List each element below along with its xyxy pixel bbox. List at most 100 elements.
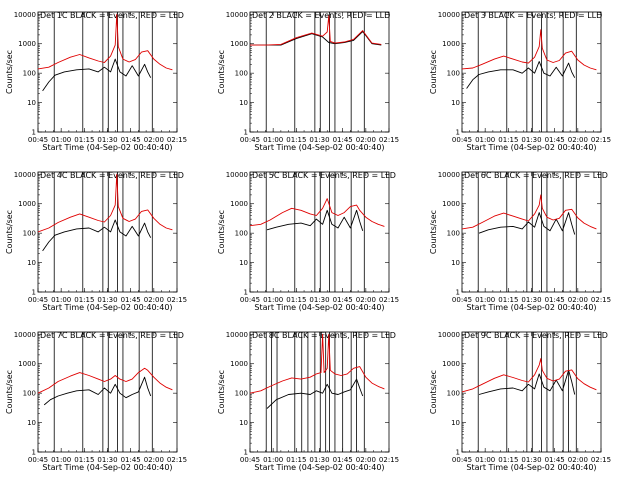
y-tick-label: 10000 (438, 331, 460, 339)
x-tick-label: 02:00 (356, 296, 376, 304)
y-tick-label: 1 (32, 129, 36, 137)
x-tick-label: 01:30 (309, 456, 329, 464)
x-tick-label: 01:00 (51, 136, 71, 144)
panel-title: Det 3 BLACK = Events, RED = LLD (464, 11, 602, 20)
x-tick-label: 01:45 (333, 456, 353, 464)
detector-panel: Det 4C BLACK = Events, RED = LLD 00:45 01:… (5, 171, 187, 312)
y-tick-label: 1000 (18, 360, 36, 368)
panel-title: Det 7C BLACK = Events, RED = LLD (40, 331, 184, 340)
x-axis-label: Start Time (04-Sep-02 00:40:40) (42, 463, 172, 472)
y-tick-label: 1000 (442, 40, 460, 48)
y-axis-label: Counts/sec (429, 210, 438, 254)
lld-series-line (249, 198, 385, 227)
panel-title: Det 1C BLACK = Events, RED = LLD (40, 11, 184, 20)
y-tick-label: 1 (456, 129, 460, 137)
x-tick-label: 01:00 (263, 456, 283, 464)
x-tick-label: 02:15 (379, 136, 399, 144)
plot-frame (37, 171, 178, 293)
y-tick-label: 10 (451, 259, 460, 267)
x-axis-label: Start Time (04-Sep-02 00:40:40) (254, 303, 384, 312)
events-series-line (42, 58, 152, 92)
y-axis-label: Counts/sec (5, 210, 14, 254)
x-tick-label: 01:15 (74, 456, 94, 464)
events-series-line (42, 219, 152, 252)
panel-title: Det 2 BLACK = Events, RED = LLD (252, 11, 390, 20)
y-tick-label: 10 (451, 419, 460, 427)
x-tick-label: 01:00 (475, 456, 495, 464)
x-tick-label: 01:15 (498, 456, 518, 464)
y-tick-label: 1 (244, 449, 248, 457)
y-axis-label: Counts/sec (217, 50, 226, 94)
plot-frame (461, 331, 602, 453)
x-tick-label: 01:00 (475, 136, 495, 144)
x-axis-label: Start Time (04-Sep-02 00:40:40) (254, 463, 384, 472)
x-tick-label: 00:45 (240, 456, 260, 464)
x-tick-label: 01:30 (521, 136, 541, 144)
y-tick-label: 10 (239, 99, 248, 107)
y-tick-label: 100 (23, 230, 36, 238)
x-tick-label: 01:30 (521, 296, 541, 304)
y-axis-label: Counts/sec (429, 50, 438, 94)
y-tick-label: 10 (451, 99, 460, 107)
y-tick-label: 10 (239, 419, 248, 427)
x-tick-label: 01:15 (74, 296, 94, 304)
x-tick-label: 02:00 (144, 296, 164, 304)
x-axis-label: Start Time (04-Sep-02 00:40:40) (466, 143, 596, 152)
y-tick-label: 1 (244, 289, 248, 297)
x-tick-label: 02:15 (167, 136, 187, 144)
panel-title: Det 4C BLACK = Events, RED = LLD (40, 171, 184, 180)
y-tick-label: 10000 (14, 171, 36, 179)
x-tick-label: 02:00 (568, 296, 588, 304)
y-tick-label: 1 (456, 449, 460, 457)
x-tick-label: 02:15 (167, 296, 187, 304)
x-tick-label: 00:45 (240, 136, 260, 144)
x-tick-label: 01:30 (97, 456, 117, 464)
y-tick-label: 1000 (18, 200, 36, 208)
x-tick-label: 01:00 (263, 136, 283, 144)
events-series-line (43, 376, 152, 406)
y-tick-label: 1 (32, 449, 36, 457)
x-tick-label: 00:45 (452, 296, 472, 304)
x-axis-label: Start Time (04-Sep-02 00:40:40) (466, 303, 596, 312)
x-tick-label: 01:45 (121, 136, 141, 144)
x-tick-label: 01:15 (498, 296, 518, 304)
x-tick-label: 02:15 (379, 456, 399, 464)
x-tick-label: 02:00 (356, 456, 376, 464)
x-tick-label: 01:30 (309, 136, 329, 144)
x-tick-label: 02:15 (379, 296, 399, 304)
y-tick-label: 10000 (226, 11, 248, 19)
events-series-line (478, 369, 576, 395)
x-tick-label: 01:45 (545, 136, 565, 144)
detector-panel: Det 2 BLACK = Events, RED = LLD 00:45 01:0… (217, 11, 399, 152)
plot-frame (249, 171, 390, 293)
x-tick-label: 01:45 (545, 296, 565, 304)
x-tick-label: 01:45 (121, 296, 141, 304)
x-axis-label: Start Time (04-Sep-02 00:40:40) (42, 143, 172, 152)
x-tick-label: 02:00 (568, 136, 588, 144)
lld-series-line (37, 173, 173, 233)
x-axis-label: Start Time (04-Sep-02 00:40:40) (466, 463, 596, 472)
x-tick-label: 00:45 (452, 456, 472, 464)
events-series-line (466, 61, 576, 89)
lld-series-line (249, 333, 385, 394)
x-tick-label: 00:45 (28, 296, 48, 304)
y-tick-label: 100 (235, 70, 248, 78)
y-tick-label: 10000 (438, 11, 460, 19)
y-tick-label: 100 (447, 390, 460, 398)
y-tick-label: 10 (27, 259, 36, 267)
y-tick-label: 100 (447, 70, 460, 78)
lld-series-line (461, 29, 597, 71)
y-tick-label: 10 (27, 419, 36, 427)
plot-frame (37, 11, 178, 133)
y-axis-label: Counts/sec (217, 210, 226, 254)
x-tick-label: 00:45 (452, 136, 472, 144)
plot-frame (249, 11, 390, 133)
x-tick-label: 01:45 (333, 136, 353, 144)
